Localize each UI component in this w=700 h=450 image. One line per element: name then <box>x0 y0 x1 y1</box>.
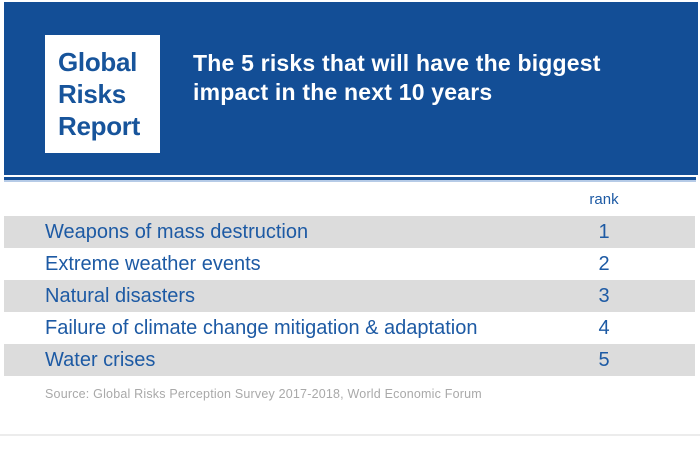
risk-rank: 1 <box>598 221 610 243</box>
logo-line-risks: Risks <box>58 79 126 109</box>
table-row: Extreme weather events 2 <box>4 248 695 280</box>
rank-column-header: rank <box>589 191 619 208</box>
global-risks-report-logo: Global Risks Report <box>45 35 160 153</box>
logo-line-global: Global <box>58 47 138 77</box>
header-divider-dark <box>4 177 696 180</box>
risk-label: Extreme weather events <box>45 253 261 275</box>
risk-rank: 3 <box>598 285 610 307</box>
risk-label: Failure of climate change mitigation & a… <box>45 317 478 339</box>
header-divider-light <box>4 180 696 182</box>
header-banner: Global Risks Report The 5 risks that wil… <box>4 2 698 175</box>
risk-label: Water crises <box>45 349 156 371</box>
risk-label: Natural disasters <box>45 285 196 307</box>
table-row: Failure of climate change mitigation & a… <box>4 312 695 344</box>
page-title: The 5 risks that will have the biggest i… <box>193 50 601 105</box>
bottom-divider <box>0 434 700 436</box>
logo-line-report: Report <box>58 111 140 141</box>
table-row: Natural disasters 3 <box>4 280 695 312</box>
risk-rank: 4 <box>598 317 610 339</box>
risk-rank: 2 <box>598 253 610 275</box>
risk-label: Weapons of mass destruction <box>45 221 309 243</box>
risks-table: Weapons of mass destruction 1 Extreme we… <box>4 216 695 376</box>
table-row: Water crises 5 <box>4 344 695 376</box>
source-attribution: Source: Global Risks Perception Survey 2… <box>45 387 482 401</box>
table-row: Weapons of mass destruction 1 <box>4 216 695 248</box>
risk-rank: 5 <box>598 349 610 371</box>
